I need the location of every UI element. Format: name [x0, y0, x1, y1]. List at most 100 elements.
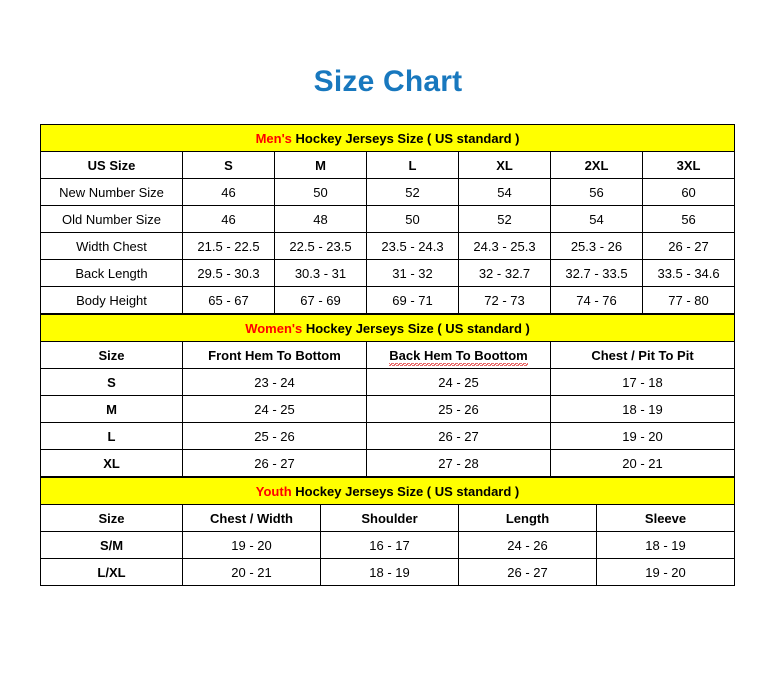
womens-cell-1-1: 25 - 26: [366, 395, 551, 423]
youth-cell-0-3: 18 - 19: [595, 531, 736, 559]
youth-row-1-label: L/XL: [40, 558, 183, 586]
womens-col-3: Chest / Pit To Pit: [549, 341, 736, 369]
youth-col-2: Shoulder: [320, 504, 459, 532]
mens-cell-4-3: 72 - 73: [458, 286, 551, 314]
mens-cell-0-4: 56: [550, 178, 643, 206]
womens-cell-0-2: 17 - 18: [549, 368, 736, 396]
womens-row-1-label: M: [40, 395, 183, 423]
table-row: Back Length 29.5 - 30.3 30.3 - 31 31 - 3…: [40, 259, 736, 287]
youth-section-band-row: Youth Hockey Jerseys Size ( US standard …: [39, 477, 736, 505]
womens-cell-1-2: 18 - 19: [549, 395, 736, 423]
youth-cell-0-1: 16 - 17: [320, 531, 459, 559]
mens-col-5: 2XL: [550, 151, 643, 179]
womens-row-0-label: S: [40, 368, 183, 396]
mens-cell-0-3: 54: [458, 178, 551, 206]
mens-cell-0-2: 52: [366, 178, 459, 206]
table-row: XL 26 - 27 27 - 28 20 - 21: [40, 449, 736, 477]
mens-col-1: S: [182, 151, 275, 179]
womens-cell-2-2: 19 - 20: [549, 422, 736, 450]
youth-cell-0-0: 19 - 20: [182, 531, 321, 559]
womens-cell-0-1: 24 - 25: [366, 368, 551, 396]
mens-cell-3-4: 32.7 - 33.5: [550, 259, 643, 287]
mens-cell-2-5: 26 - 27: [641, 232, 736, 260]
mens-cell-2-3: 24.3 - 25.3: [458, 232, 551, 260]
womens-section-band-row: Women's Hockey Jerseys Size ( US standar…: [39, 314, 736, 342]
mens-cell-0-0: 46: [182, 178, 275, 206]
table-row: Width Chest 21.5 - 22.5 22.5 - 23.5 23.5…: [40, 232, 736, 260]
mens-row-4-label: Body Height: [40, 286, 183, 314]
mens-cell-2-1: 22.5 - 23.5: [274, 232, 367, 260]
youth-cell-1-3: 19 - 20: [595, 558, 736, 586]
womens-section-band: Women's Hockey Jerseys Size ( US standar…: [39, 314, 736, 342]
mens-col-3: L: [366, 151, 459, 179]
youth-col-3: Length: [458, 504, 597, 532]
mens-cell-1-0: 46: [182, 205, 275, 233]
youth-band-rest: Hockey Jerseys Size ( US standard ): [291, 483, 520, 499]
mens-cell-0-5: 60: [641, 178, 736, 206]
mens-cell-3-5: 33.5 - 34.6: [641, 259, 736, 287]
mens-col-6: 3XL: [641, 151, 736, 179]
womens-cell-1-0: 24 - 25: [182, 395, 367, 423]
table-row: Old Number Size 46 48 50 52 54 56: [40, 205, 736, 233]
mens-cell-1-1: 48: [274, 205, 367, 233]
mens-col-4: XL: [458, 151, 551, 179]
womens-col-2: Back Hem To Boottom: [366, 341, 551, 369]
table-row: L/XL 20 - 21 18 - 19 26 - 27 19 - 20: [40, 558, 736, 586]
youth-col-4: Sleeve: [595, 504, 736, 532]
mens-cell-4-2: 69 - 71: [366, 286, 459, 314]
mens-cell-3-2: 31 - 32: [366, 259, 459, 287]
table-row: S 23 - 24 24 - 25 17 - 18: [40, 368, 736, 396]
mens-row-0-label: New Number Size: [40, 178, 183, 206]
table-row: S/M 19 - 20 16 - 17 24 - 26 18 - 19: [40, 531, 736, 559]
mens-cell-2-4: 25.3 - 26: [550, 232, 643, 260]
mens-section-band-row: Men's Hockey Jerseys Size ( US standard …: [39, 124, 736, 152]
womens-size-table: Women's Hockey Jerseys Size ( US standar…: [39, 314, 736, 477]
womens-band-rest: Hockey Jerseys Size ( US standard ): [302, 320, 530, 336]
youth-band-accent: Youth: [255, 483, 292, 499]
womens-row-2-label: L: [40, 422, 183, 450]
mens-cell-2-2: 23.5 - 24.3: [366, 232, 459, 260]
mens-row-1-label: Old Number Size: [40, 205, 183, 233]
mens-section-band: Men's Hockey Jerseys Size ( US standard …: [39, 124, 736, 152]
mens-cell-4-0: 65 - 67: [182, 286, 275, 314]
mens-size-table: Men's Hockey Jerseys Size ( US standard …: [39, 124, 736, 314]
youth-col-1: Chest / Width: [182, 504, 321, 532]
womens-cell-0-0: 23 - 24: [182, 368, 367, 396]
womens-cell-3-0: 26 - 27: [182, 449, 367, 477]
womens-col-0: Size: [40, 341, 183, 369]
table-row: Body Height 65 - 67 67 - 69 69 - 71 72 -…: [40, 286, 736, 314]
mens-cell-1-4: 54: [550, 205, 643, 233]
womens-row-3-label: XL: [40, 449, 183, 477]
youth-cell-1-0: 20 - 21: [182, 558, 321, 586]
mens-cell-2-0: 21.5 - 22.5: [182, 232, 275, 260]
mens-cell-1-3: 52: [458, 205, 551, 233]
womens-header-row: Size Front Hem To Bottom Back Hem To Boo…: [40, 341, 736, 369]
youth-size-table: Youth Hockey Jerseys Size ( US standard …: [39, 477, 736, 586]
youth-col-0: Size: [40, 504, 183, 532]
mens-cell-4-5: 77 - 80: [641, 286, 736, 314]
youth-header-row: Size Chest / Width Shoulder Length Sleev…: [40, 504, 736, 532]
youth-row-0-label: S/M: [40, 531, 183, 559]
womens-cell-2-0: 25 - 26: [182, 422, 367, 450]
mens-cell-4-4: 74 - 76: [550, 286, 643, 314]
womens-band-accent: Women's: [245, 320, 303, 336]
mens-header-row: US Size S M L XL 2XL 3XL: [40, 151, 736, 179]
mens-cell-4-1: 67 - 69: [274, 286, 367, 314]
mens-col-0: US Size: [40, 151, 183, 179]
mens-cell-0-1: 50: [274, 178, 367, 206]
womens-col-2-misspelled-text: Back Hem To Boottom: [389, 347, 529, 366]
youth-cell-1-1: 18 - 19: [320, 558, 459, 586]
mens-row-3-label: Back Length: [40, 259, 183, 287]
table-row: M 24 - 25 25 - 26 18 - 19: [40, 395, 736, 423]
size-tables-container: Men's Hockey Jerseys Size ( US standard …: [39, 124, 736, 586]
womens-cell-3-2: 20 - 21: [549, 449, 736, 477]
mens-row-2-label: Width Chest: [40, 232, 183, 260]
youth-section-band: Youth Hockey Jerseys Size ( US standard …: [39, 477, 736, 505]
mens-cell-3-1: 30.3 - 31: [274, 259, 367, 287]
mens-cell-1-5: 56: [641, 205, 736, 233]
table-row: L 25 - 26 26 - 27 19 - 20: [40, 422, 736, 450]
mens-band-rest: Hockey Jerseys Size ( US standard ): [291, 130, 520, 146]
womens-cell-2-1: 26 - 27: [366, 422, 551, 450]
mens-band-accent: Men's: [255, 130, 292, 146]
